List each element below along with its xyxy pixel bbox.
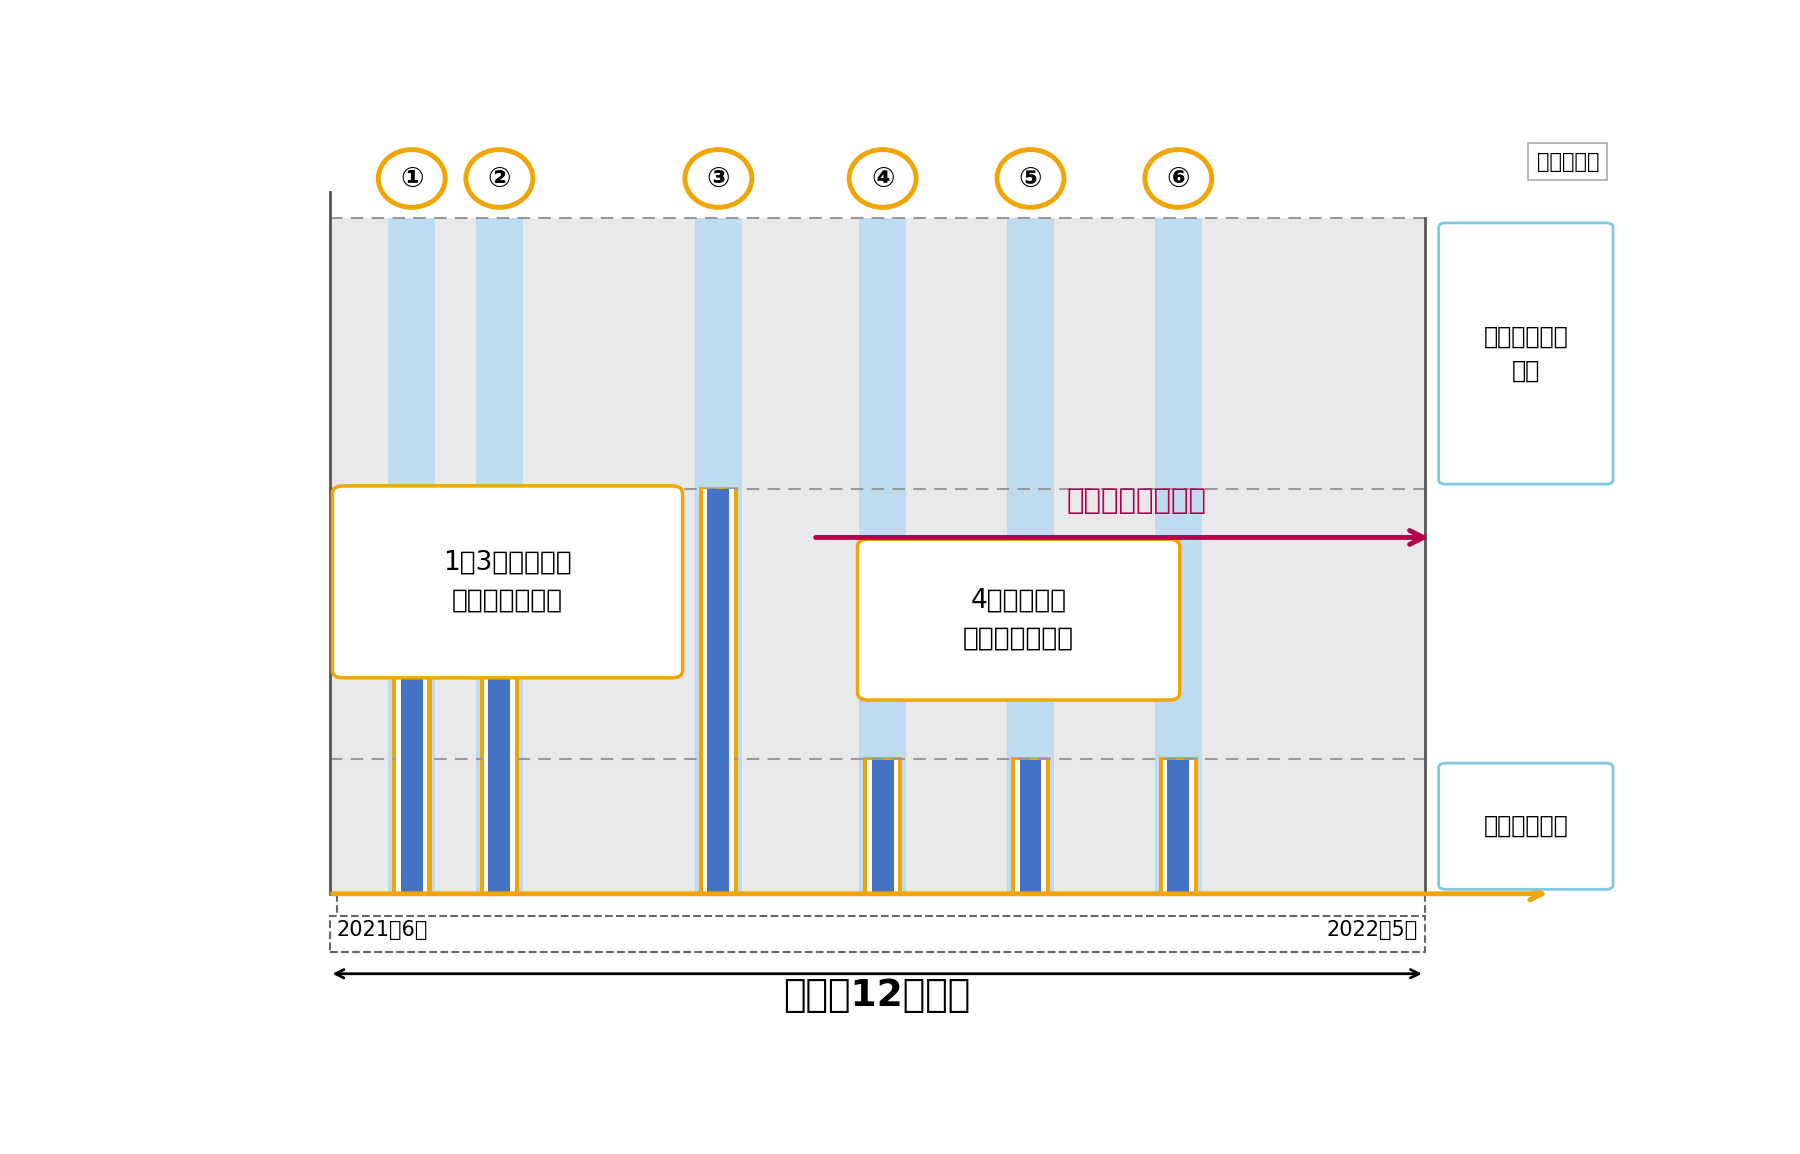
- Ellipse shape: [378, 150, 445, 208]
- Ellipse shape: [684, 150, 752, 208]
- FancyBboxPatch shape: [1168, 759, 1190, 893]
- Text: ④: ④: [871, 165, 895, 193]
- FancyBboxPatch shape: [695, 218, 742, 893]
- Ellipse shape: [1145, 150, 1211, 208]
- FancyBboxPatch shape: [389, 218, 436, 893]
- Text: ⑥: ⑥: [1166, 165, 1190, 193]
- FancyBboxPatch shape: [1015, 759, 1046, 893]
- FancyBboxPatch shape: [488, 489, 509, 893]
- FancyBboxPatch shape: [333, 486, 682, 677]
- FancyBboxPatch shape: [868, 759, 898, 893]
- Text: 払い戻される
金額: 払い戻される 金額: [1483, 324, 1568, 382]
- Ellipse shape: [850, 150, 916, 208]
- Text: 1～3月目までの
自己負担限度額: 1～3月目までの 自己負担限度額: [443, 550, 572, 614]
- Text: ⑤: ⑤: [1019, 165, 1042, 193]
- FancyBboxPatch shape: [871, 759, 893, 893]
- Text: ②: ②: [488, 165, 511, 193]
- Ellipse shape: [997, 150, 1064, 208]
- FancyBboxPatch shape: [862, 757, 902, 896]
- FancyBboxPatch shape: [859, 218, 907, 893]
- Text: 2022年5月: 2022年5月: [1327, 921, 1418, 941]
- FancyBboxPatch shape: [401, 489, 423, 893]
- Ellipse shape: [466, 150, 533, 208]
- Text: 4月目以降の
自己負担限度額: 4月目以降の 自己負担限度額: [963, 587, 1075, 652]
- FancyBboxPatch shape: [1006, 218, 1055, 893]
- FancyBboxPatch shape: [329, 218, 1426, 893]
- Text: イメージ図: イメージ図: [1537, 152, 1598, 172]
- FancyBboxPatch shape: [484, 489, 515, 893]
- FancyBboxPatch shape: [698, 487, 738, 896]
- Text: ①: ①: [400, 165, 423, 193]
- Text: 多数回該当の適用: 多数回該当の適用: [1066, 487, 1206, 515]
- Text: 毎回の支払額: 毎回の支払額: [1483, 815, 1568, 838]
- FancyBboxPatch shape: [1019, 759, 1042, 893]
- FancyBboxPatch shape: [704, 489, 734, 893]
- FancyBboxPatch shape: [392, 487, 432, 896]
- FancyBboxPatch shape: [707, 489, 729, 893]
- Text: 2021年6月: 2021年6月: [337, 921, 428, 941]
- Text: 直近の12ヵ月間: 直近の12ヵ月間: [783, 979, 970, 1014]
- FancyBboxPatch shape: [1438, 223, 1613, 485]
- FancyBboxPatch shape: [857, 539, 1179, 700]
- FancyBboxPatch shape: [475, 218, 524, 893]
- FancyBboxPatch shape: [396, 489, 427, 893]
- Text: ③: ③: [707, 165, 731, 193]
- FancyBboxPatch shape: [1438, 763, 1613, 890]
- FancyBboxPatch shape: [1154, 218, 1202, 893]
- FancyBboxPatch shape: [1012, 757, 1049, 896]
- FancyBboxPatch shape: [479, 487, 518, 896]
- FancyBboxPatch shape: [1159, 757, 1199, 896]
- FancyBboxPatch shape: [1163, 759, 1193, 893]
